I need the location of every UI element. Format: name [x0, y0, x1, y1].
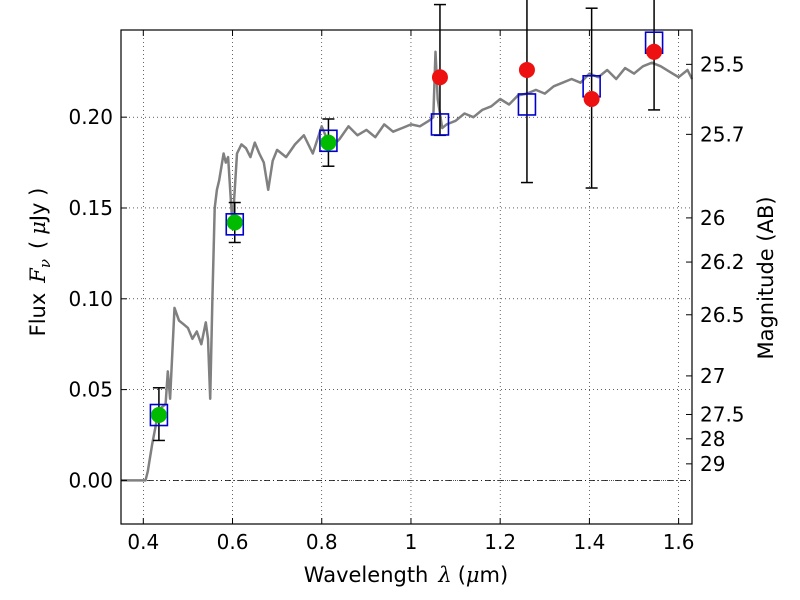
- mag-tick-label: 27: [700, 364, 725, 388]
- low-sn-point: [431, 69, 448, 86]
- mag-tick-label: 29: [700, 452, 725, 476]
- model-flux-square: [225, 213, 245, 236]
- low-sn-point: [518, 61, 535, 78]
- y-tick-label: 0.20: [68, 105, 113, 129]
- template-spectrum-line: [121, 50, 694, 482]
- model-flux-square: [149, 403, 169, 427]
- model-flux-square: [430, 113, 450, 136]
- mag-tick-label: 25.7: [700, 122, 745, 146]
- axes-frame: [120, 29, 693, 525]
- mag-tick-label: 26.5: [700, 303, 745, 327]
- y-tick-label: 0.15: [68, 196, 113, 220]
- y-tick-label: 0.10: [68, 287, 113, 311]
- y2-axis-label: Magnitude (AB): [754, 196, 778, 359]
- y-tick-label: 0.00: [68, 468, 113, 492]
- x-tick-label: 0.4: [127, 530, 159, 554]
- y-tick-label: 0.05: [68, 378, 113, 402]
- low-sn-point: [646, 43, 663, 60]
- mag-tick-label: 26.2: [700, 250, 745, 274]
- plot-area: [121, 0, 694, 482]
- x-tick-label: 1.4: [573, 530, 605, 554]
- x-tick-label: 1.6: [663, 530, 695, 554]
- y-axis-label: FluxFν(μJy ): [26, 188, 54, 337]
- x-axis-label: Wavelength λ (μm): [304, 563, 508, 587]
- mag-tick-label: 27.5: [700, 402, 745, 426]
- x-tick-label: 0.6: [217, 530, 249, 554]
- model-flux-square: [517, 93, 537, 116]
- low-sn-point: [583, 91, 600, 108]
- x-tick-label: 1.2: [484, 530, 516, 554]
- detection-point: [150, 407, 167, 424]
- detection-point: [320, 134, 337, 151]
- mag-tick-label: 25.5: [700, 52, 745, 76]
- detection-point: [226, 214, 243, 231]
- model-flux-square: [319, 129, 338, 153]
- x-tick-label: 1: [405, 530, 418, 554]
- mag-tick-label: 28: [700, 427, 725, 451]
- axis-ticks: 0.4 0.6 0.8 1 1.2 1.4 1.6 0.00 0.05 0.10 0.15 0.20 2…: [68, 30, 745, 554]
- grid: [121, 30, 692, 524]
- x-tick-label: 0.8: [306, 530, 338, 554]
- mag-tick-label: 26: [700, 206, 725, 230]
